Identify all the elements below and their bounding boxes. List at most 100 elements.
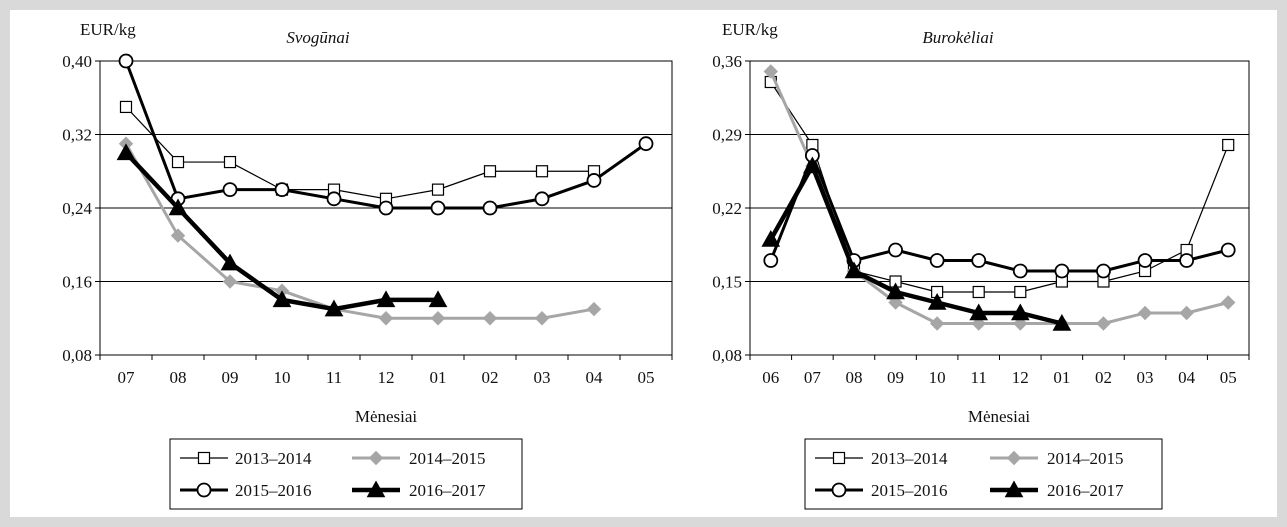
legend-label: 2015–2016 <box>871 481 948 500</box>
series-line <box>768 163 1063 326</box>
data-point <box>222 182 238 198</box>
legend-marker <box>1004 480 1024 498</box>
data-point <box>763 253 779 268</box>
series-right <box>761 64 1236 331</box>
legend-marker <box>831 482 847 498</box>
x-tick-label: 05 <box>638 368 655 387</box>
x-tick-label: 02 <box>482 368 499 387</box>
data-point <box>376 290 396 308</box>
legend-label: 2015–2016 <box>235 481 312 500</box>
x-tick-label: 11 <box>326 368 342 387</box>
y-tick-label: 0,16 <box>62 273 92 292</box>
data-point <box>482 200 498 216</box>
series-line <box>124 142 595 320</box>
legend-box-right <box>804 438 1163 510</box>
legend-item-2016-2017-right: 2016–2017 <box>990 480 1124 500</box>
data-point <box>969 303 989 321</box>
data-point <box>326 191 342 207</box>
legend-marker <box>1006 450 1022 466</box>
data-point <box>170 228 186 243</box>
series-2015–2016 <box>763 148 1236 279</box>
legend-item-2015-2016-left: 2015–2016 <box>180 481 312 500</box>
figure-frame: EUR/kg Svogūnai 0,40 0,32 0,24 0,16 0,08 07 0… <box>10 10 1277 517</box>
legend-marker <box>368 450 384 466</box>
data-point <box>1137 305 1153 321</box>
y-ticks-left: 0,40 0,32 0,24 0,16 0,08 <box>62 52 100 365</box>
legend-item-2016-2017-left: 2016–2017 <box>352 480 486 500</box>
x-axis-label-left: Mėnesiai <box>355 407 418 426</box>
data-point <box>1014 285 1027 299</box>
data-point <box>886 282 905 300</box>
data-point <box>1221 295 1236 310</box>
data-point <box>171 155 185 169</box>
series-line <box>125 106 594 200</box>
data-point <box>929 316 945 331</box>
x-tick-label: 01 <box>430 368 447 387</box>
series-left <box>116 53 654 326</box>
data-point <box>1012 263 1028 279</box>
x-tick-label: 12 <box>378 368 395 387</box>
data-point <box>1052 313 1072 331</box>
x-tick-label: 02 <box>1095 368 1112 387</box>
data-point <box>927 292 947 310</box>
data-point <box>1096 263 1111 279</box>
legend-label: 2014–2015 <box>409 449 486 468</box>
data-point <box>1220 242 1236 258</box>
series-2014–2015 <box>118 136 602 326</box>
data-point <box>534 191 550 207</box>
data-point <box>972 285 985 299</box>
y-tick-label: 0,40 <box>62 52 92 71</box>
data-point <box>586 173 602 188</box>
data-point <box>1137 253 1153 268</box>
data-point <box>971 253 987 268</box>
data-point <box>803 156 822 174</box>
series-2016–2017 <box>116 143 448 317</box>
x-axis-label-right: Mėnesiai <box>968 407 1031 426</box>
y-tick-label: 0,29 <box>712 126 742 145</box>
data-point <box>428 290 448 308</box>
legend-box-left <box>169 438 523 510</box>
data-point <box>272 290 292 308</box>
data-point <box>1096 316 1111 331</box>
legend-label: 2013–2014 <box>871 449 948 468</box>
data-point <box>535 165 549 178</box>
y-tick-label: 0,08 <box>712 346 742 365</box>
data-point <box>119 100 133 114</box>
x-tick-label: 09 <box>887 368 904 387</box>
data-point <box>220 253 240 271</box>
x-ticks-right: 06 07 08 09 10 11 12 01 02 03 04 05 <box>749 355 1250 387</box>
y-tick-label: 0,15 <box>712 273 742 292</box>
x-tick-label: 10 <box>929 368 946 387</box>
data-point <box>844 261 864 279</box>
legend-item-2014-2015-right: 2014–2015 <box>990 449 1124 468</box>
x-tick-label: 03 <box>534 368 551 387</box>
data-point <box>534 311 550 326</box>
data-point <box>586 301 602 317</box>
x-tick-label: 10 <box>274 368 291 387</box>
y-tick-label: 0,32 <box>62 126 92 145</box>
data-point <box>638 136 654 152</box>
legend-label: 2014–2015 <box>1047 449 1124 468</box>
data-point <box>431 183 445 196</box>
data-point <box>483 165 497 178</box>
data-point <box>1010 303 1030 321</box>
x-tick-label: 08 <box>170 368 187 387</box>
x-tick-label: 09 <box>222 368 239 387</box>
legend-label: 2013–2014 <box>235 449 312 468</box>
charts-svg: EUR/kg Svogūnai 0,400,320,240,160,08 07 0… <box>62 20 1250 510</box>
chart-right: EUR/kg Burokėliai 0,36 0,29 0,22 0,15 0,08 0… <box>712 20 1250 510</box>
data-point <box>118 53 134 69</box>
x-ticks-left: 07 08 09 10 11 12 01 02 03 04 05 <box>99 355 673 387</box>
y-ticks-right: 0,36 0,29 0,22 0,15 0,08 <box>712 52 750 365</box>
data-point <box>888 242 903 258</box>
data-point <box>761 229 781 247</box>
data-point <box>1179 253 1195 268</box>
series-2016–2017 <box>761 156 1072 331</box>
y-tick-label: 0,36 <box>712 52 742 71</box>
legend-right: 2013–2014 2014–2015 2015–2016 2016–2017 <box>804 438 1163 510</box>
y-axis-unit-right: EUR/kg <box>722 20 778 39</box>
legend-marker <box>196 482 212 498</box>
data-point <box>929 253 945 268</box>
x-tick-label: 07 <box>118 368 136 387</box>
x-tick-label: 11 <box>971 368 987 387</box>
